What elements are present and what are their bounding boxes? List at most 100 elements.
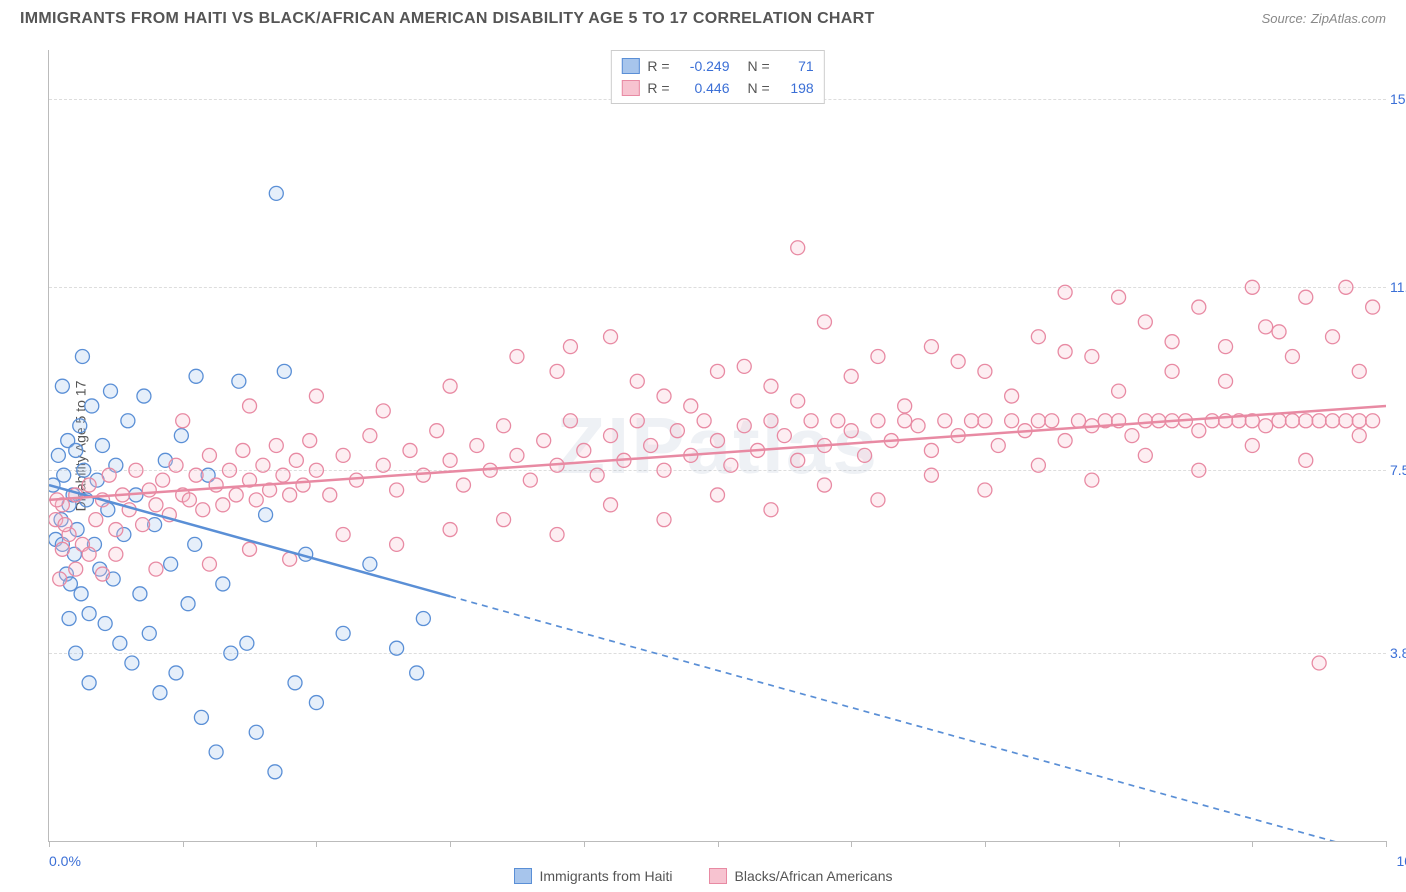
r-value: -0.249 bbox=[678, 55, 730, 77]
data-point-black bbox=[209, 478, 223, 492]
data-point-black bbox=[336, 448, 350, 462]
data-point-black bbox=[102, 468, 116, 482]
data-point-black bbox=[243, 399, 257, 413]
data-point-black bbox=[737, 419, 751, 433]
data-point-black bbox=[222, 463, 236, 477]
data-point-black bbox=[182, 493, 196, 507]
data-point-black bbox=[1326, 330, 1340, 344]
data-point-black bbox=[1058, 285, 1072, 299]
data-point-black bbox=[510, 350, 524, 364]
data-point-black bbox=[149, 498, 163, 512]
data-point-black bbox=[1339, 414, 1353, 428]
n-value: 198 bbox=[778, 77, 814, 99]
data-point-black bbox=[176, 414, 190, 428]
x-tick bbox=[450, 841, 451, 847]
series-swatch-haiti bbox=[621, 58, 639, 74]
legend-item-black: Blacks/African Americans bbox=[709, 868, 893, 884]
data-point-black bbox=[483, 463, 497, 477]
data-point-black bbox=[1232, 414, 1246, 428]
data-point-black bbox=[82, 547, 96, 561]
data-point-haiti bbox=[288, 676, 302, 690]
data-point-black bbox=[1299, 453, 1313, 467]
x-tick bbox=[1119, 841, 1120, 847]
data-point-black bbox=[109, 547, 123, 561]
data-point-black bbox=[817, 439, 831, 453]
data-point-haiti bbox=[77, 463, 91, 477]
data-point-black bbox=[1031, 414, 1045, 428]
legend-swatch-haiti bbox=[514, 868, 532, 884]
data-point-haiti bbox=[240, 636, 254, 650]
data-point-black bbox=[229, 488, 243, 502]
data-point-haiti bbox=[121, 414, 135, 428]
data-point-black bbox=[1085, 419, 1099, 433]
data-point-black bbox=[1219, 374, 1233, 388]
data-point-black bbox=[724, 458, 738, 472]
data-point-black bbox=[684, 399, 698, 413]
data-point-black bbox=[604, 330, 618, 344]
data-point-haiti bbox=[336, 626, 350, 640]
data-point-black bbox=[95, 567, 109, 581]
stats-legend-box: R =-0.249N =71R =0.446N =198 bbox=[610, 50, 824, 104]
data-point-black bbox=[162, 508, 176, 522]
data-point-black bbox=[309, 463, 323, 477]
data-point-black bbox=[764, 379, 778, 393]
source-label: Source: bbox=[1262, 11, 1307, 26]
data-point-black bbox=[109, 523, 123, 537]
data-point-haiti bbox=[57, 468, 71, 482]
data-point-black bbox=[711, 434, 725, 448]
data-point-black bbox=[898, 399, 912, 413]
data-point-haiti bbox=[299, 547, 313, 561]
data-point-haiti bbox=[194, 710, 208, 724]
data-point-black bbox=[657, 513, 671, 527]
data-point-black bbox=[657, 463, 671, 477]
data-point-black bbox=[684, 448, 698, 462]
data-point-black bbox=[1205, 414, 1219, 428]
plot-area: ZIPatlas Disability Age 5 to 17 R =-0.24… bbox=[48, 50, 1386, 842]
data-point-black bbox=[1299, 414, 1313, 428]
data-point-black bbox=[142, 483, 156, 497]
data-point-black bbox=[1339, 280, 1353, 294]
data-point-haiti bbox=[189, 369, 203, 383]
data-point-black bbox=[390, 537, 404, 551]
data-point-black bbox=[550, 527, 564, 541]
data-point-black bbox=[844, 424, 858, 438]
data-point-black bbox=[263, 483, 277, 497]
data-point-haiti bbox=[125, 656, 139, 670]
legend-label: Immigrants from Haiti bbox=[540, 868, 673, 884]
data-point-black bbox=[644, 439, 658, 453]
data-point-black bbox=[657, 389, 671, 403]
data-point-black bbox=[1352, 414, 1366, 428]
data-point-black bbox=[871, 493, 885, 507]
data-point-haiti bbox=[224, 646, 238, 660]
data-point-haiti bbox=[51, 448, 65, 462]
data-point-black bbox=[1219, 340, 1233, 354]
data-point-black bbox=[1005, 414, 1019, 428]
source: Source: ZipAtlas.com bbox=[1262, 10, 1386, 28]
data-point-haiti bbox=[390, 641, 404, 655]
data-point-black bbox=[590, 468, 604, 482]
data-point-black bbox=[456, 478, 470, 492]
data-point-black bbox=[791, 241, 805, 255]
data-point-haiti bbox=[164, 557, 178, 571]
data-point-black bbox=[858, 448, 872, 462]
data-point-black bbox=[416, 468, 430, 482]
data-point-black bbox=[53, 572, 67, 586]
data-point-black bbox=[202, 557, 216, 571]
data-point-black bbox=[196, 503, 210, 517]
data-point-black bbox=[283, 488, 297, 502]
data-point-black bbox=[604, 429, 618, 443]
data-point-black bbox=[1326, 414, 1340, 428]
data-point-haiti bbox=[416, 612, 430, 626]
data-point-black bbox=[1299, 290, 1313, 304]
data-point-black bbox=[1285, 350, 1299, 364]
data-point-haiti bbox=[113, 636, 127, 650]
data-point-haiti bbox=[62, 612, 76, 626]
data-point-black bbox=[924, 468, 938, 482]
data-point-black bbox=[884, 434, 898, 448]
data-point-haiti bbox=[309, 696, 323, 710]
data-point-black bbox=[911, 419, 925, 433]
data-point-black bbox=[95, 493, 109, 507]
data-point-haiti bbox=[69, 646, 83, 660]
data-point-black bbox=[323, 488, 337, 502]
data-point-black bbox=[1312, 656, 1326, 670]
